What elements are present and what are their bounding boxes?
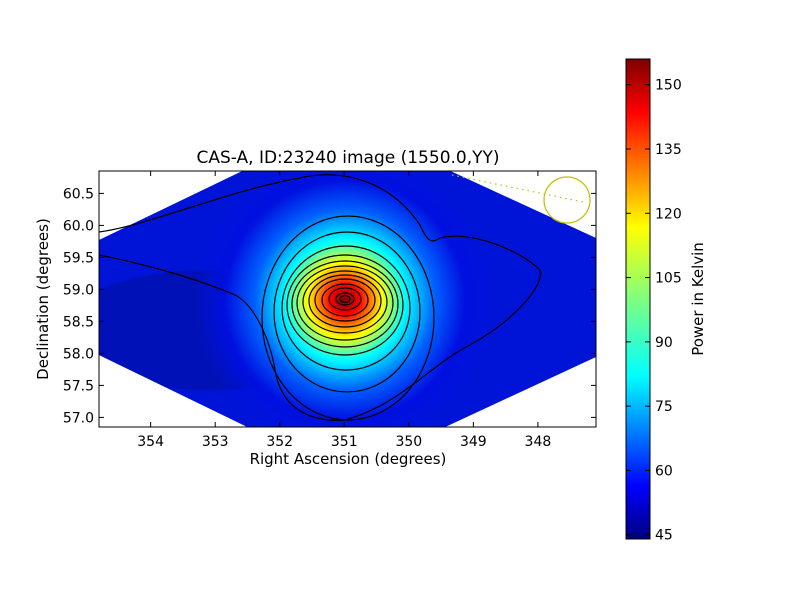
- y-axis: 57.0 57.5 58.0 58.5 59.0 59.5 60.0 60.5: [63, 186, 596, 426]
- axes-frame: [98, 170, 597, 428]
- colorbar-tick-label: 60: [655, 463, 673, 479]
- x-tick-label: 348: [525, 434, 552, 450]
- x-tick-label: 350: [395, 434, 422, 450]
- colorbar-tick-label: 135: [655, 142, 682, 158]
- y-axis-label: Declination (degrees): [34, 218, 52, 380]
- chart-title: CAS-A, ID:23240 image (1550.0,YY): [196, 148, 499, 168]
- colorbar: 45 60 75 90 105 120 135 150 Power in Kelvin: [625, 58, 707, 544]
- y-tick-label: 58.5: [63, 314, 94, 330]
- colorbar-label: Power in Kelvin: [689, 242, 707, 356]
- y-tick-label: 58.0: [63, 346, 94, 362]
- plot-area: [99, 171, 596, 427]
- beam-circle: [543, 176, 591, 224]
- colorbar-tick-label: 105: [655, 271, 682, 287]
- beam-dotted-line: [451, 174, 584, 203]
- x-tick-label: 352: [266, 434, 293, 450]
- colorbar-gradient: [625, 58, 651, 540]
- x-tick-label: 353: [202, 434, 229, 450]
- y-tick-label: 60.0: [63, 218, 94, 234]
- y-tick-label: 59.5: [63, 250, 94, 266]
- x-tick-label: 351: [331, 434, 358, 450]
- x-axis: 354 353 352 351 350 349 348: [137, 171, 551, 450]
- y-tick-label: 60.5: [63, 186, 94, 202]
- y-tick-label: 57.5: [63, 378, 94, 394]
- contour-lines: [99, 174, 542, 421]
- colorbar-ticks: 45 60 75 90 105 120 135 150: [626, 78, 682, 544]
- colorbar-tick-label: 75: [655, 399, 673, 415]
- y-tick-label: 59.0: [63, 282, 94, 298]
- x-axis-label: Right Ascension (degrees): [250, 450, 447, 468]
- colorbar-tick-label: 150: [655, 78, 682, 94]
- x-tick-label: 349: [460, 434, 487, 450]
- y-tick-label: 57.0: [63, 410, 94, 426]
- x-tick-label: 354: [137, 434, 164, 450]
- colorbar-tick-label: 90: [655, 335, 673, 351]
- colorbar-tick-label: 45: [655, 528, 673, 544]
- colorbar-tick-label: 120: [655, 206, 682, 222]
